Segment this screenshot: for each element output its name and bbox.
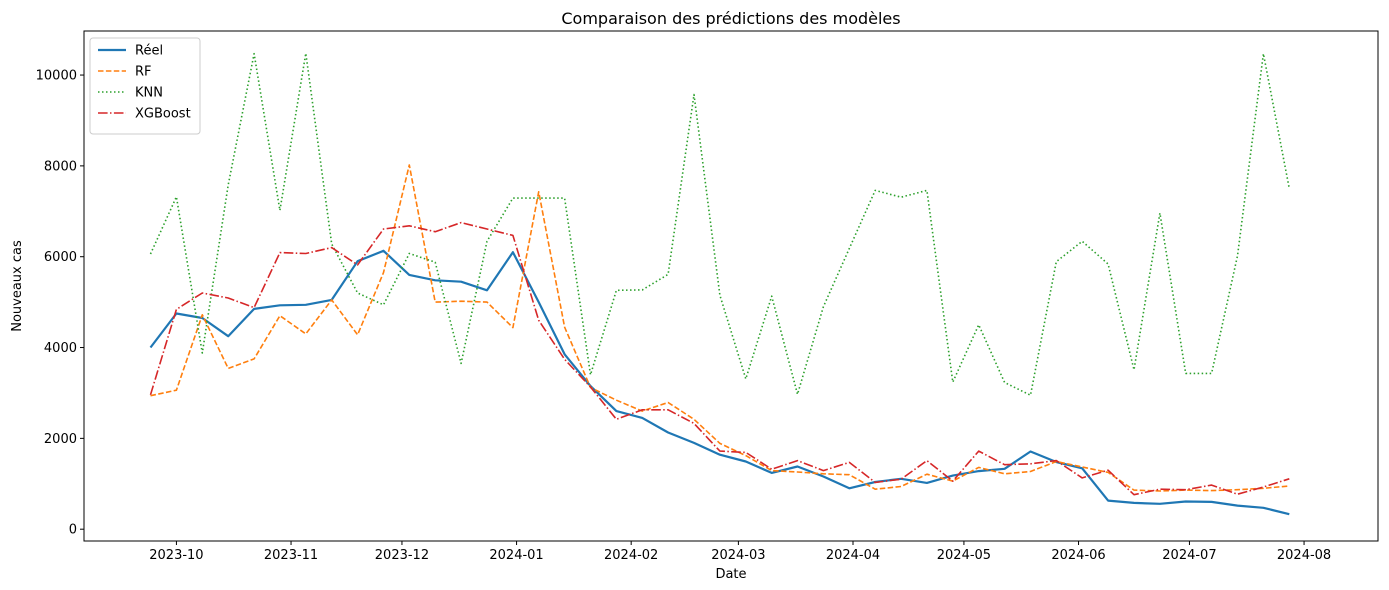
- y-tick-label: 6000: [44, 250, 77, 265]
- legend-label: Réel: [135, 44, 163, 59]
- y-tick-label: 2000: [44, 432, 77, 447]
- x-tick-label: 2024-08: [1277, 548, 1331, 563]
- series-line-r-el: [149, 249, 1290, 516]
- series-layer: [149, 52, 1291, 516]
- x-tick-label: 2024-04: [826, 548, 880, 563]
- x-tick-label: 2024-02: [604, 548, 658, 563]
- chart-title: Comparaison des prédictions des modèles: [561, 9, 900, 28]
- series-line-xgboost: [149, 221, 1290, 496]
- y-axis: 0 2000 4000 6000 8000 10000: [36, 69, 84, 538]
- y-tick-label: 10000: [36, 69, 77, 84]
- x-tick-label: 2023-10: [149, 548, 203, 563]
- x-axis: 2023-10 2023-11 2023-12 2024-01 2024-02 2024-…: [149, 541, 1331, 563]
- legend: Réel RF KNN XGBoost: [89, 37, 201, 135]
- x-tick-label: 2024-06: [1051, 548, 1105, 563]
- y-tick-label: 8000: [44, 159, 77, 174]
- series-line-rf: [150, 164, 1290, 492]
- y-tick-label: 4000: [44, 341, 77, 356]
- x-axis-label: Date: [715, 567, 746, 582]
- legend-label: RF: [135, 65, 152, 80]
- x-tick-label: 2023-11: [264, 548, 318, 563]
- x-tick-label: 2024-01: [489, 548, 543, 563]
- plot-area-frame: [83, 30, 1379, 542]
- legend-box: [89, 37, 201, 135]
- legend-label: KNN: [135, 86, 163, 101]
- legend-label: XGBoost: [135, 107, 191, 122]
- series-line-knn: [149, 52, 1291, 397]
- x-tick-label: 2024-05: [937, 548, 991, 563]
- y-axis-label: Nouveaux cas: [10, 240, 25, 332]
- y-tick-label: 0: [69, 523, 77, 538]
- x-tick-label: 2024-03: [711, 548, 765, 563]
- x-tick-label: 2023-12: [375, 548, 429, 563]
- x-tick-label: 2024-07: [1162, 548, 1216, 563]
